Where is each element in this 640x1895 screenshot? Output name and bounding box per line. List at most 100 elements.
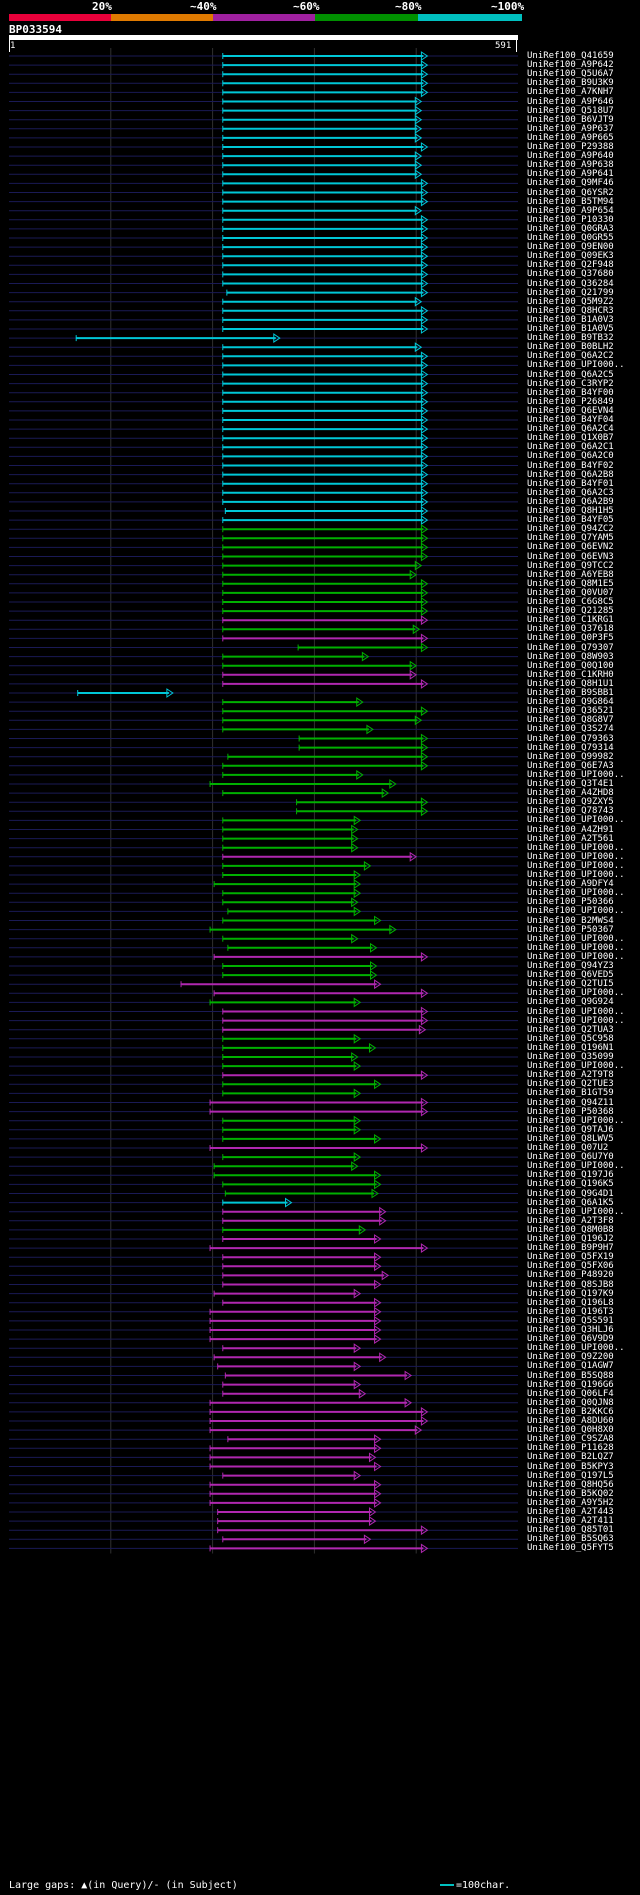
hit-label[interactable]: UniRef100_Q8HCR3	[527, 305, 614, 316]
hit-label[interactable]: UniRef100_A2T9T8	[527, 1070, 614, 1081]
hit-label[interactable]: UniRef100_UPI000..	[527, 870, 625, 880]
hit-label[interactable]: UniRef100_Q8LWV5	[527, 1133, 614, 1144]
hit-label[interactable]: UniRef100_P29388	[527, 142, 614, 152]
hit-label[interactable]: UniRef100_UPI000..	[527, 988, 625, 999]
hit-label[interactable]: UniRef100_Q21799	[527, 287, 614, 298]
hit-label[interactable]: UniRef100_B4YF01	[527, 478, 614, 489]
hit-label[interactable]: UniRef100_Q78743	[527, 806, 614, 817]
hit-label[interactable]: UniRef100_Q6A1K5	[527, 1197, 614, 1208]
hit-label[interactable]: UniRef100_UPI000..	[527, 1161, 625, 1172]
hit-label[interactable]: UniRef100_Q94ZC2	[527, 524, 614, 535]
hit-label[interactable]: UniRef100_Q1AGW7	[527, 1361, 614, 1372]
hit-label[interactable]: UniRef100_B4YF02	[527, 460, 614, 471]
hit-label[interactable]: UniRef100_UPI000..	[527, 906, 625, 917]
hit-label[interactable]: UniRef100_B4YF04	[527, 415, 614, 425]
hit-label[interactable]: UniRef100_Q6VED5	[527, 970, 614, 981]
hit-label[interactable]: UniRef100_Q8H1U1	[527, 678, 614, 689]
hit-label[interactable]: UniRef100_B1A0V3	[527, 314, 614, 325]
hit-label[interactable]: UniRef100_A9P646	[527, 96, 614, 107]
hit-label[interactable]: UniRef100_Q197J6	[527, 1170, 614, 1181]
hit-label[interactable]: UniRef100_UPI000..	[527, 1115, 625, 1126]
hit-label[interactable]: UniRef100_Q5C958	[527, 1033, 614, 1044]
hit-label[interactable]: UniRef100_Q6E7A3	[527, 760, 614, 771]
hit-label[interactable]: UniRef100_Q6A2C5	[527, 369, 614, 380]
hit-label[interactable]: UniRef100_Q36521	[527, 706, 614, 717]
hit-label[interactable]: UniRef100_P50368	[527, 1106, 614, 1117]
hit-label[interactable]: UniRef100_Q5M9Z2	[527, 296, 614, 307]
hit-label[interactable]: UniRef100_UPI000..	[527, 1015, 625, 1026]
hit-label[interactable]: UniRef100_Q1X0B7	[527, 433, 614, 444]
hit-label[interactable]: UniRef100_UPI000..	[527, 1343, 625, 1354]
hit-label[interactable]: UniRef100_Q3S274	[527, 724, 614, 735]
hit-label[interactable]: UniRef100_Q2TUA3	[527, 1024, 614, 1035]
hit-label[interactable]: UniRef100_Q9G4D1	[527, 1188, 614, 1199]
hit-label[interactable]: UniRef100_Q6U7Y0	[527, 1152, 614, 1163]
hit-label[interactable]: UniRef100_C3RYP2	[527, 378, 614, 389]
hit-label[interactable]: UniRef100_Q8M1E5	[527, 578, 614, 589]
hit-label[interactable]: UniRef100_UPI000..	[527, 769, 625, 780]
hit-label[interactable]: UniRef100_Q6A2C4	[527, 424, 614, 435]
hit-label[interactable]: UniRef100_C1KRG1	[527, 615, 614, 626]
hit-label[interactable]: UniRef100_Q8SJB8	[527, 1279, 614, 1290]
hit-label[interactable]: UniRef100_B5KQ02	[527, 1488, 614, 1499]
hit-label[interactable]: UniRef100_Q7YAM5	[527, 533, 614, 544]
hit-label[interactable]: UniRef100_UPI000..	[527, 951, 625, 962]
hit-label[interactable]: UniRef100_B9SBB1	[527, 688, 614, 698]
hit-label[interactable]: UniRef100_A6YEB8	[527, 569, 614, 580]
hit-label[interactable]: UniRef100_B1GT59	[527, 1088, 614, 1099]
hit-label[interactable]: UniRef100_B5SQ88	[527, 1370, 614, 1381]
hit-label[interactable]: UniRef100_A9P640	[527, 151, 614, 162]
hit-label[interactable]: UniRef100_Q6EVN2	[527, 542, 614, 553]
hit-label[interactable]: UniRef100_A9P637	[527, 123, 614, 134]
hit-label[interactable]: UniRef100_UPI000..	[527, 860, 625, 871]
hit-label[interactable]: UniRef100_Q41659	[527, 51, 614, 61]
hit-label[interactable]: UniRef100_Q9EN00	[527, 242, 614, 253]
hit-label[interactable]: UniRef100_Q09EK3	[527, 251, 614, 262]
hit-label[interactable]: UniRef100_UPI000..	[527, 1006, 625, 1017]
hit-label[interactable]: UniRef100_Q36284	[527, 278, 614, 289]
hit-label[interactable]: UniRef100_Q8HQ56	[527, 1479, 614, 1490]
hit-label[interactable]: UniRef100_Q6A2B9	[527, 496, 614, 507]
hit-label[interactable]: UniRef100_A4ZHD8	[527, 788, 614, 799]
hit-label[interactable]: UniRef100_Q0VU07	[527, 587, 614, 598]
hit-label[interactable]: UniRef100_Q6A2C0	[527, 451, 614, 462]
hit-label[interactable]: UniRef100_Q197L5	[527, 1470, 614, 1481]
hit-label[interactable]: UniRef100_C6G8C5	[527, 597, 614, 607]
hit-label[interactable]: UniRef100_Q5U6A7	[527, 69, 614, 80]
hit-label[interactable]: UniRef100_Q8W903	[527, 651, 614, 662]
hit-label[interactable]: UniRef100_P50367	[527, 924, 614, 935]
hit-label[interactable]: UniRef100_B4YF00	[527, 387, 614, 398]
hit-label[interactable]: UniRef100_UPI000..	[527, 1206, 625, 1217]
hit-label[interactable]: UniRef100_B5KPY3	[527, 1461, 614, 1472]
hit-label[interactable]: UniRef100_Q6YSR2	[527, 187, 614, 198]
hit-label[interactable]: UniRef100_Q0H8X0	[527, 1425, 614, 1436]
hit-label[interactable]: UniRef100_Q196G6	[527, 1379, 614, 1390]
hit-label[interactable]: UniRef100_Q06LF4	[527, 1388, 614, 1399]
hit-label[interactable]: UniRef100_A9P642	[527, 60, 614, 71]
hit-label[interactable]: UniRef100_Q9G924	[527, 997, 614, 1008]
hit-label[interactable]: UniRef100_Q6EVN4	[527, 405, 614, 416]
hit-label[interactable]: UniRef100_A2T561	[527, 833, 614, 844]
hit-label[interactable]: UniRef100_A9Y5H2	[527, 1497, 614, 1508]
hit-label[interactable]: UniRef100_Q9TAJ6	[527, 1124, 614, 1135]
hit-label[interactable]: UniRef100_Q21285	[527, 606, 614, 617]
hit-label[interactable]: UniRef100_Q196T3	[527, 1306, 614, 1317]
hit-label[interactable]: UniRef100_A9P641	[527, 169, 614, 180]
hit-label[interactable]: UniRef100_C9SZA8	[527, 1434, 614, 1445]
hit-label[interactable]: UniRef100_B5TM94	[527, 196, 614, 207]
hit-label[interactable]: UniRef100_UPI000..	[527, 851, 625, 862]
hit-label[interactable]: UniRef100_Q2TUE3	[527, 1079, 614, 1090]
hit-label[interactable]: UniRef100_Q79314	[527, 742, 614, 753]
hit-label[interactable]: UniRef100_Q196J2	[527, 1234, 614, 1244]
hit-label[interactable]: UniRef100_Q9MF46	[527, 178, 614, 189]
hit-label[interactable]: UniRef100_A8DU60	[527, 1416, 614, 1426]
hit-label[interactable]: UniRef100_Q3HLJ6	[527, 1325, 614, 1335]
hit-label[interactable]: UniRef100_Q5FX06	[527, 1261, 614, 1272]
hit-label[interactable]: UniRef100_A7KNH7	[527, 87, 614, 98]
hit-label[interactable]: UniRef100_Q0QJN8	[527, 1397, 614, 1408]
hit-label[interactable]: UniRef100_B2LQZ7	[527, 1452, 614, 1463]
hit-label[interactable]: UniRef100_UPI000..	[527, 360, 625, 371]
hit-label[interactable]: UniRef100_Q6V9D9	[527, 1334, 614, 1345]
hit-label[interactable]: UniRef100_Q5FYT5	[527, 1543, 614, 1554]
hit-label[interactable]: UniRef100_B9U3K9	[527, 78, 614, 89]
